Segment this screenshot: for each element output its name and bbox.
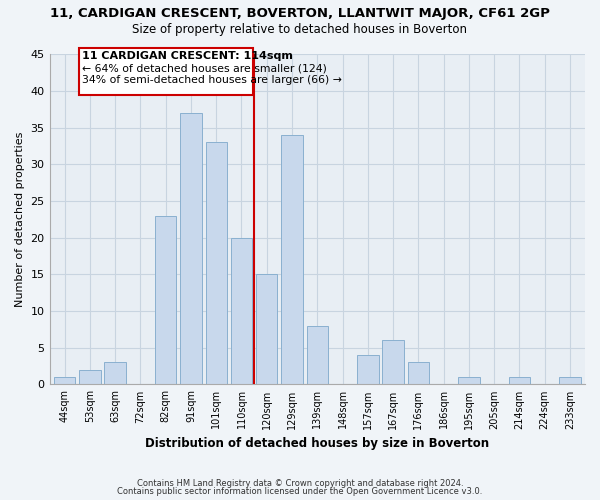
Bar (231, 238, 252, 384)
Bar (458, 377, 479, 384)
Y-axis label: Number of detached properties: Number of detached properties (15, 132, 25, 307)
Text: 34% of semi-detached houses are larger (66) →: 34% of semi-detached houses are larger (… (82, 75, 342, 85)
Bar (180, 113, 202, 384)
Bar (382, 340, 404, 384)
Bar (357, 355, 379, 384)
Bar (256, 274, 277, 384)
FancyBboxPatch shape (79, 48, 253, 94)
X-axis label: Distribution of detached houses by size in Boverton: Distribution of detached houses by size … (145, 437, 490, 450)
Text: 11, CARDIGAN CRESCENT, BOVERTON, LLANTWIT MAJOR, CF61 2GP: 11, CARDIGAN CRESCENT, BOVERTON, LLANTWI… (50, 8, 550, 20)
Bar (509, 377, 530, 384)
Bar (206, 142, 227, 384)
Text: Contains HM Land Registry data © Crown copyright and database right 2024.: Contains HM Land Registry data © Crown c… (137, 478, 463, 488)
Bar (281, 135, 303, 384)
Bar (104, 362, 126, 384)
Text: Size of property relative to detached houses in Boverton: Size of property relative to detached ho… (133, 22, 467, 36)
Bar (54, 377, 76, 384)
Bar (407, 362, 429, 384)
Text: Contains public sector information licensed under the Open Government Licence v3: Contains public sector information licen… (118, 487, 482, 496)
Text: ← 64% of detached houses are smaller (124): ← 64% of detached houses are smaller (12… (82, 63, 327, 73)
Bar (307, 326, 328, 384)
Bar (559, 377, 581, 384)
Bar (155, 216, 176, 384)
Text: 11 CARDIGAN CRESCENT: 114sqm: 11 CARDIGAN CRESCENT: 114sqm (82, 52, 293, 62)
Bar (79, 370, 101, 384)
